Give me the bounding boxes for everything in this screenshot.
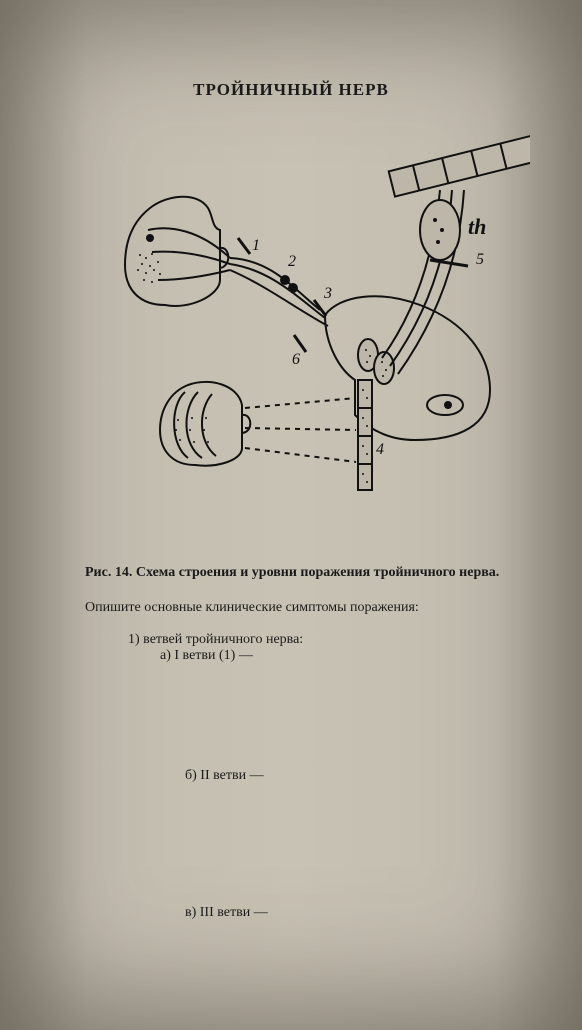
nerve-diagram: 1 2 3 6 5 4 th xyxy=(70,130,530,550)
document-page: ТРОЙНИЧНЫЙ НЕРВ xyxy=(0,0,582,1030)
item-1b: б) II ветви — xyxy=(185,768,264,784)
diagram-label-6: 6 xyxy=(292,351,300,368)
item-1a: а) I ветви (1) — xyxy=(160,648,253,664)
diagram-label-1: 1 xyxy=(252,237,260,254)
diagram-label-3: 3 xyxy=(323,285,332,302)
diagram-label-5: 5 xyxy=(476,251,484,268)
figure-caption: Рис. 14. Схема строения и уровни поражен… xyxy=(85,565,532,581)
item-1: 1) ветвей тройничного нерва: xyxy=(128,632,303,648)
diagram-label-4: 4 xyxy=(376,441,384,458)
instruction-line: Опишите основные клинические симптомы по… xyxy=(85,600,419,616)
page-title: ТРОЙНИЧНЫЙ НЕРВ xyxy=(0,80,582,100)
diagram-label-th: th xyxy=(468,214,486,239)
diagram-label-2: 2 xyxy=(288,253,296,270)
item-1c: в) III ветви — xyxy=(185,905,268,921)
